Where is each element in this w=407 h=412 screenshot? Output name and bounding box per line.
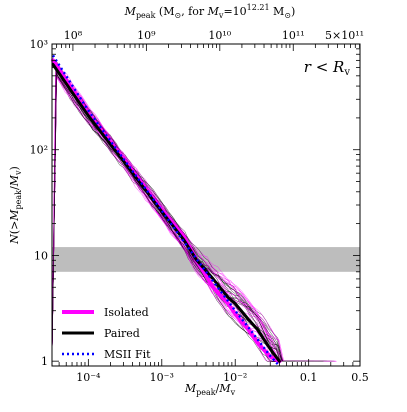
realisation-line (51, 68, 306, 362)
top-tick-label: 5×10¹¹ (325, 29, 364, 42)
realisation-line (51, 65, 337, 362)
realisation-line (51, 65, 335, 362)
legend: Isolated Paired MSII Fit (62, 306, 151, 361)
x-tick-label: 10⁻⁴ (76, 371, 101, 384)
legend-label: Paired (104, 327, 140, 340)
legend-label: Isolated (104, 306, 149, 319)
y-tick-label: 10 (34, 249, 48, 262)
x-axis-label: Mpeak/Mv (184, 382, 236, 397)
plot-frame (51, 43, 361, 367)
realisation-line (51, 63, 324, 362)
realisation-line (51, 59, 306, 362)
y-tick-label: 1 (41, 355, 48, 368)
realisation-line (51, 66, 315, 362)
realisation-line (51, 67, 332, 362)
x-tick-label: 0.5 (351, 371, 369, 384)
realisation-line (51, 59, 269, 358)
top-axis-label: Mpeak (M⊙, for Mv=1012.21 M⊙) (124, 3, 296, 20)
realisation-line (51, 63, 335, 362)
top-tick-label: 10⁸ (64, 29, 83, 42)
top-tick-label: 10⁹ (137, 29, 156, 42)
top-tick-label: 10¹¹ (282, 29, 305, 42)
y-tick-label: 10³ (30, 38, 48, 51)
series-paired (51, 63, 281, 363)
annotation-r-lt-rv: r < Rv (304, 58, 351, 78)
x-tick-label: 10⁻² (223, 371, 247, 384)
realisation-line (51, 61, 325, 362)
y-tick-label: 10² (30, 144, 48, 157)
x-tick-label: 10⁻³ (150, 371, 174, 384)
y-axis-label: N(>Mpeak/Mv) (8, 166, 23, 245)
x-tick-label: 0.1 (300, 371, 318, 384)
legend-label: MSII Fit (104, 348, 151, 361)
top-tick-label: 10¹⁰ (208, 29, 231, 42)
realisation-line (51, 67, 310, 362)
realisation-line (51, 69, 333, 362)
realisation-line (51, 67, 337, 362)
series-msii-fit (51, 54, 281, 367)
